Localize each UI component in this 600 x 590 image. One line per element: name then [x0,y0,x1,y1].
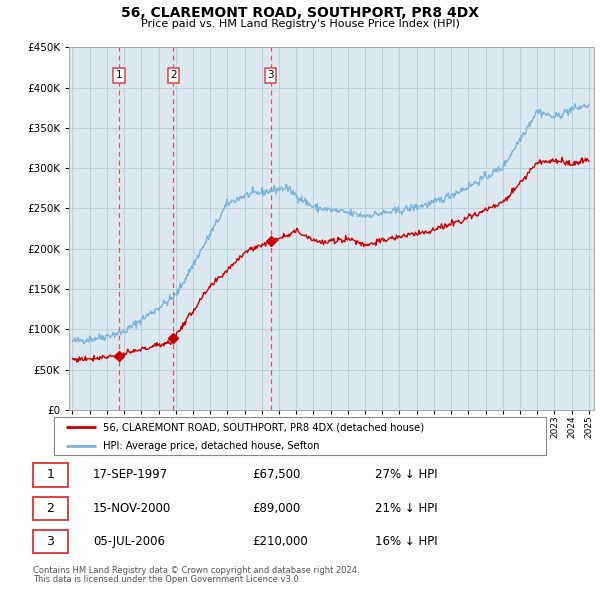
Text: 3: 3 [267,70,274,80]
Text: 2: 2 [46,502,55,515]
Text: 05-JUL-2006: 05-JUL-2006 [93,535,165,548]
Text: 21% ↓ HPI: 21% ↓ HPI [375,502,437,515]
Text: 56, CLAREMONT ROAD, SOUTHPORT, PR8 4DX: 56, CLAREMONT ROAD, SOUTHPORT, PR8 4DX [121,6,479,20]
Text: Contains HM Land Registry data © Crown copyright and database right 2024.: Contains HM Land Registry data © Crown c… [33,566,359,575]
Text: 15-NOV-2000: 15-NOV-2000 [93,502,171,515]
Text: 1: 1 [116,70,122,80]
Text: 17-SEP-1997: 17-SEP-1997 [93,468,168,481]
Text: This data is licensed under the Open Government Licence v3.0.: This data is licensed under the Open Gov… [33,575,301,584]
Text: £210,000: £210,000 [252,535,308,548]
Text: HPI: Average price, detached house, Sefton: HPI: Average price, detached house, Seft… [103,441,320,451]
Text: 27% ↓ HPI: 27% ↓ HPI [375,468,437,481]
Text: 3: 3 [46,535,55,548]
Text: £89,000: £89,000 [252,502,300,515]
Text: 56, CLAREMONT ROAD, SOUTHPORT, PR8 4DX (detached house): 56, CLAREMONT ROAD, SOUTHPORT, PR8 4DX (… [103,422,424,432]
Text: Price paid vs. HM Land Registry's House Price Index (HPI): Price paid vs. HM Land Registry's House … [140,19,460,30]
Text: 2: 2 [170,70,177,80]
Text: £67,500: £67,500 [252,468,301,481]
Text: 16% ↓ HPI: 16% ↓ HPI [375,535,437,548]
Text: 1: 1 [46,468,55,481]
